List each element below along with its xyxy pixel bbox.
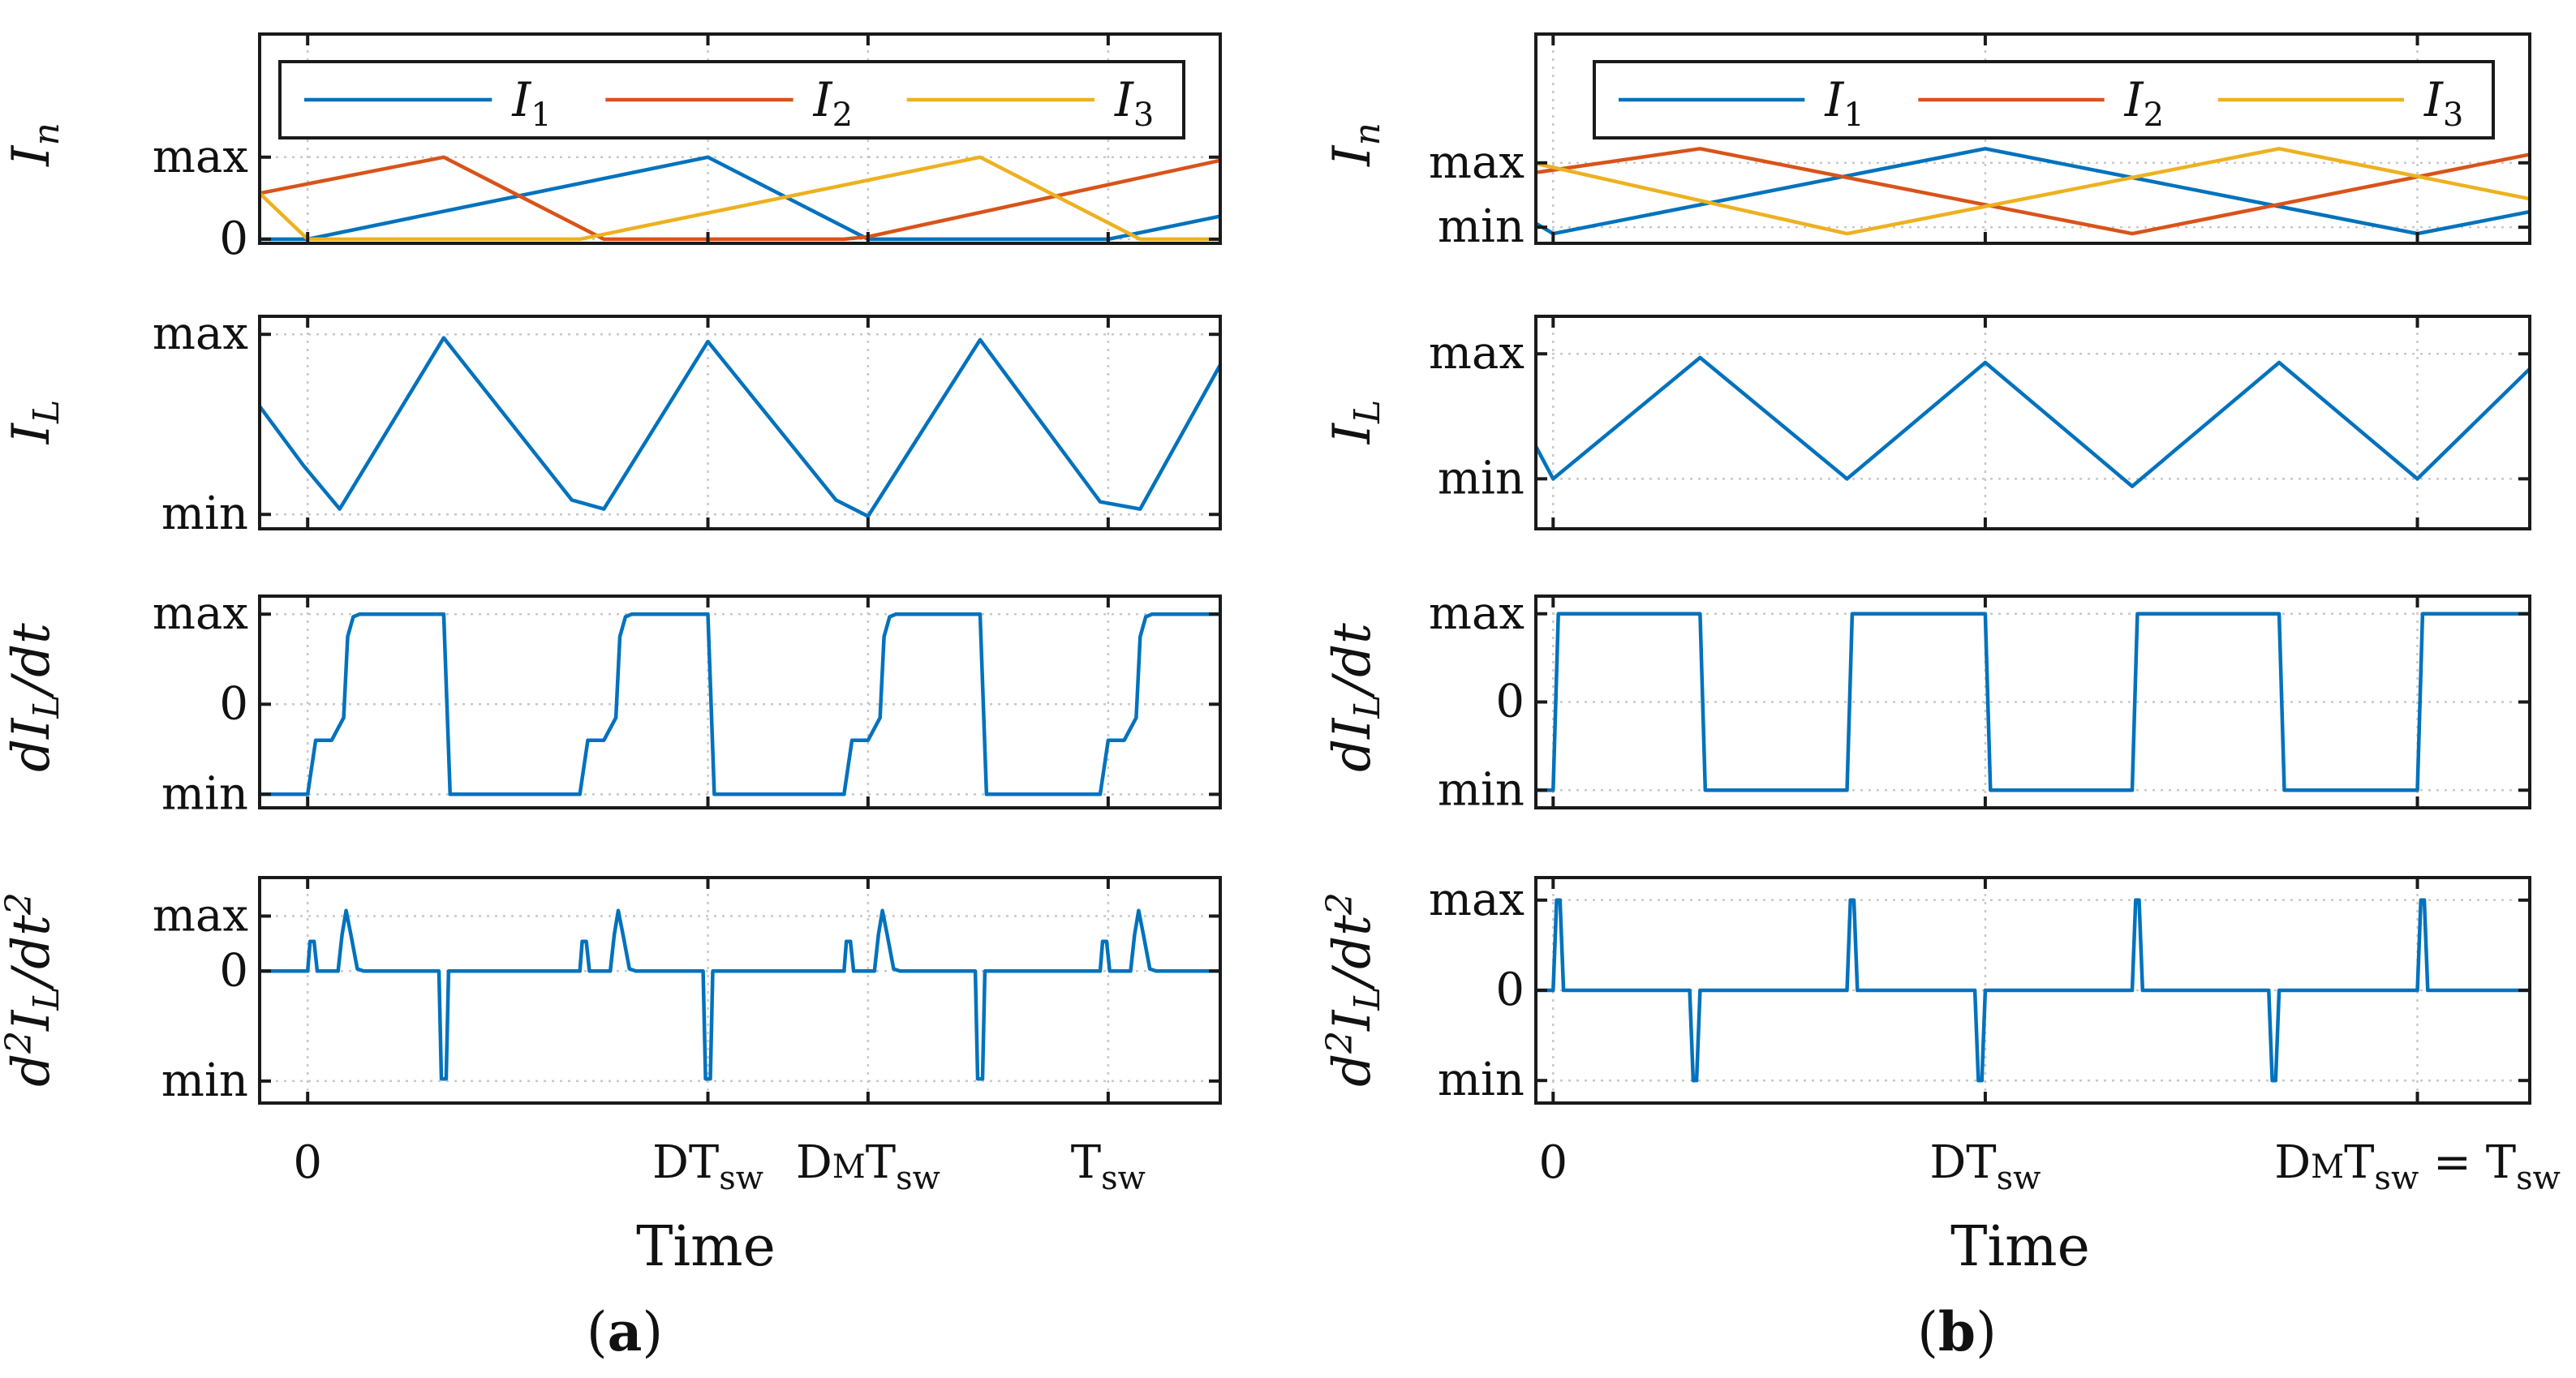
xlabel: Time xyxy=(636,1215,776,1279)
series-line-0 xyxy=(260,612,1220,796)
ylabel-b-1: In xyxy=(1322,122,1388,167)
subplot-b-4: d2IL/dt2 xyxy=(1319,892,1388,1087)
panel-label-a: (a) xyxy=(587,1300,663,1363)
xtick-label-3: Tsw xyxy=(1071,1136,1146,1197)
xtick-label-0: 0 xyxy=(293,1136,322,1189)
ylabel-a-4: d2IL/dt2 xyxy=(0,892,67,1087)
ytick-label-0: min xyxy=(161,767,248,820)
ylabel-b-3: dIL/dt xyxy=(1322,623,1388,772)
ytick-label-0: min xyxy=(161,487,248,540)
series-line-1 xyxy=(259,155,1221,242)
ytick-label-1: 0 xyxy=(1495,964,1525,1016)
xtick-label-2: DMTsw xyxy=(796,1136,940,1197)
ytick-label-2: max xyxy=(153,889,248,942)
ylabel-b-2: IL xyxy=(1322,400,1388,445)
subplot-b-2: IL min 0 max xyxy=(1322,400,2531,816)
xtick-label-1: DTsw xyxy=(1929,1136,2041,1197)
xtick-label-1: DTsw xyxy=(652,1136,763,1197)
ytick-label-0: min xyxy=(1438,200,1525,253)
subplot-b-3: dIL/dt min 0 max xyxy=(1322,623,2531,1106)
series-line-0 xyxy=(258,336,1222,518)
xtick-label-0: 0 xyxy=(1538,1136,1568,1189)
ytick-label-2: max xyxy=(1429,874,1525,926)
ytick-label-0: min xyxy=(1438,763,1525,816)
panel-label-b: (b) xyxy=(1917,1300,1997,1363)
ylabel-a-3: dIL/dt xyxy=(2,623,67,772)
series-line-1 xyxy=(1535,147,2531,236)
series-line-0 xyxy=(1534,355,2531,488)
ytick-label-1: 0 xyxy=(219,944,248,997)
ylabel-b-4: d2IL/dt2 xyxy=(1319,892,1388,1087)
ytick-label-1: 0 xyxy=(219,677,248,730)
xtick-label-2: DMTsw = Tsw xyxy=(2274,1136,2561,1197)
ylabel-a-2: IL xyxy=(2,400,67,445)
series-line-0 xyxy=(1536,612,2530,792)
subplot-a-2: IL min 0 max xyxy=(2,400,1222,820)
ylabel-a-1: In xyxy=(2,122,67,167)
legend-label-1: I2 xyxy=(2124,72,2164,134)
axes-frame xyxy=(258,315,1222,530)
ytick-label-1: 0 xyxy=(1495,676,1525,728)
ytick-label-0: min xyxy=(1438,452,1525,504)
ytick-label-2: max xyxy=(153,587,248,640)
axes-frame xyxy=(1534,32,2531,245)
ytick-label-1: max xyxy=(1429,327,1525,380)
ytick-label-1: max xyxy=(1429,136,1525,189)
series-line-0 xyxy=(1534,147,2531,236)
series-line-0 xyxy=(260,908,1220,1081)
ytick-label-1: max xyxy=(153,131,248,183)
axes-frame xyxy=(258,876,1222,1105)
ytick-label-2: max xyxy=(1429,587,1525,640)
subplot-a-4: d2IL/dt2 xyxy=(0,892,67,1087)
xlabel: Time xyxy=(1950,1215,2090,1279)
ytick-label-0: min xyxy=(161,1054,248,1107)
series-line-2 xyxy=(258,155,1220,242)
series-line-0 xyxy=(260,155,1221,242)
ytick-label-1: max xyxy=(153,307,248,360)
axes-frame xyxy=(1534,315,2531,530)
series-line-2 xyxy=(1535,147,2531,236)
ytick-label-0: 0 xyxy=(219,212,248,265)
ytick-label-0: min xyxy=(1438,1054,1525,1106)
axes-frame xyxy=(258,32,1222,245)
series-line-0 xyxy=(1536,898,2530,1083)
axes-frame xyxy=(258,595,1222,809)
